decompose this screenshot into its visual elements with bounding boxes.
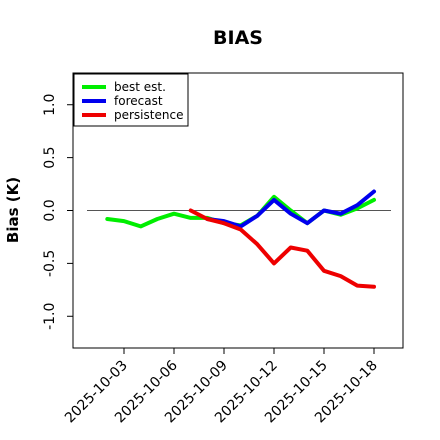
chart-title: BIAS bbox=[213, 27, 263, 49]
y-axis-label: Bias (K) bbox=[4, 177, 22, 243]
y-tick-label: -1.0 bbox=[42, 303, 58, 330]
legend-label: forecast bbox=[114, 94, 163, 108]
series-line-persistence bbox=[188, 208, 376, 289]
y-tick-label: 0.0 bbox=[42, 199, 58, 221]
legend-label: persistence bbox=[114, 108, 183, 122]
y-tick-label: 1.0 bbox=[42, 94, 58, 116]
series-line-forecast bbox=[205, 189, 376, 229]
y-tick-label: 0.5 bbox=[42, 146, 58, 168]
y-tick-label: -0.5 bbox=[42, 250, 58, 277]
legend-label: best est. bbox=[114, 80, 166, 94]
